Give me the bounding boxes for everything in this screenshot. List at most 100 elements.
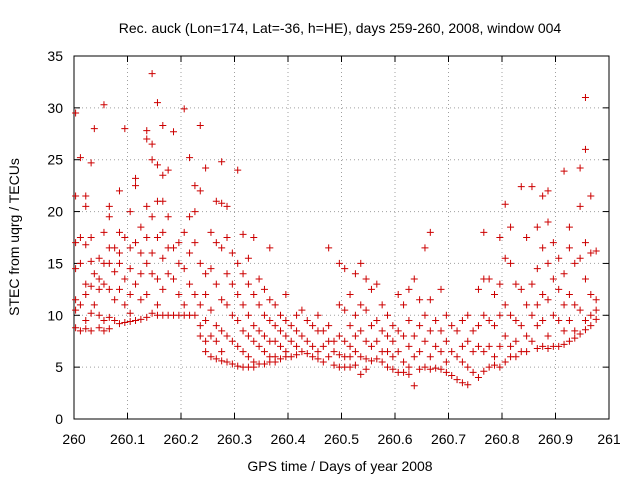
data-point xyxy=(159,254,167,262)
data-point xyxy=(234,316,242,324)
data-point xyxy=(255,301,263,309)
data-point xyxy=(271,337,279,345)
data-point xyxy=(126,318,134,326)
data-point xyxy=(373,316,381,324)
data-point xyxy=(544,296,552,304)
data-point xyxy=(335,301,343,309)
data-point xyxy=(549,239,557,247)
data-point xyxy=(196,301,204,309)
data-point xyxy=(309,353,317,361)
data-point xyxy=(76,154,84,162)
data-point xyxy=(87,327,95,335)
data-point xyxy=(72,296,80,304)
data-point xyxy=(464,337,472,345)
data-point xyxy=(234,342,242,350)
data-point xyxy=(115,249,123,257)
data-point xyxy=(485,342,493,350)
grid-lines xyxy=(74,56,609,419)
data-point xyxy=(523,234,531,241)
data-point xyxy=(218,199,226,207)
data-point xyxy=(148,70,156,78)
data-point xyxy=(351,348,359,356)
data-point xyxy=(90,270,98,278)
data-point xyxy=(491,322,499,330)
data-point xyxy=(362,365,370,373)
data-point xyxy=(384,332,392,340)
data-point xyxy=(137,249,145,257)
data-point xyxy=(202,316,210,324)
data-point xyxy=(180,228,188,236)
data-point xyxy=(111,296,119,304)
data-point xyxy=(87,309,95,317)
data-point xyxy=(565,337,573,345)
data-point xyxy=(453,327,461,335)
data-point xyxy=(330,348,338,356)
data-point xyxy=(212,197,220,205)
data-point xyxy=(389,322,397,330)
x-tick-label: 260.2 xyxy=(163,431,198,447)
data-point xyxy=(196,332,204,340)
data-point xyxy=(137,223,145,231)
data-point xyxy=(191,208,199,216)
data-point xyxy=(170,128,178,136)
data-point xyxy=(528,280,536,288)
data-point xyxy=(437,365,445,373)
data-point xyxy=(212,337,220,345)
data-point xyxy=(287,322,295,330)
data-point xyxy=(250,337,258,345)
data-point xyxy=(244,311,252,319)
data-point xyxy=(410,275,418,283)
data-point xyxy=(212,322,220,330)
x-tick-labels: 260 260.1 260.2 260.3 260.4 260.5 260.6 260.7 26… xyxy=(62,431,621,447)
data-point xyxy=(357,301,365,309)
data-point xyxy=(260,332,268,340)
data-point xyxy=(212,239,220,247)
data-point xyxy=(143,127,151,135)
data-point xyxy=(202,164,210,172)
data-point xyxy=(207,265,215,273)
data-point xyxy=(362,337,370,345)
data-point xyxy=(539,342,547,350)
data-point xyxy=(469,348,477,356)
data-point xyxy=(87,159,95,167)
data-point xyxy=(571,259,579,267)
data-point xyxy=(90,125,98,133)
data-point xyxy=(549,275,557,283)
data-point xyxy=(303,316,311,324)
data-point xyxy=(587,311,595,319)
data-point xyxy=(260,360,268,368)
data-point xyxy=(523,348,531,356)
data-point xyxy=(234,259,242,267)
data-point xyxy=(410,353,418,361)
data-point xyxy=(367,285,375,293)
data-point xyxy=(143,313,151,321)
data-point xyxy=(228,337,236,345)
data-point xyxy=(223,358,231,366)
data-point xyxy=(132,316,140,324)
data-point xyxy=(464,363,472,371)
data-point xyxy=(507,342,515,350)
data-point xyxy=(491,361,499,369)
data-point xyxy=(346,353,354,361)
data-point xyxy=(539,316,547,324)
data-point xyxy=(260,285,268,293)
data-point xyxy=(260,311,268,319)
data-point xyxy=(576,202,584,210)
data-point xyxy=(153,301,161,309)
x-tick-label: 260.1 xyxy=(110,431,145,447)
data-point xyxy=(76,327,84,335)
data-point xyxy=(159,228,167,236)
data-point xyxy=(501,358,509,366)
data-point xyxy=(196,121,204,129)
data-point xyxy=(362,306,370,314)
data-point xyxy=(458,316,466,324)
data-point xyxy=(250,291,258,299)
data-point xyxy=(507,311,515,319)
data-point xyxy=(453,353,461,361)
data-point xyxy=(442,337,450,345)
data-point xyxy=(207,353,215,361)
data-point xyxy=(282,291,290,299)
data-point xyxy=(523,301,531,309)
data-point xyxy=(115,259,123,267)
